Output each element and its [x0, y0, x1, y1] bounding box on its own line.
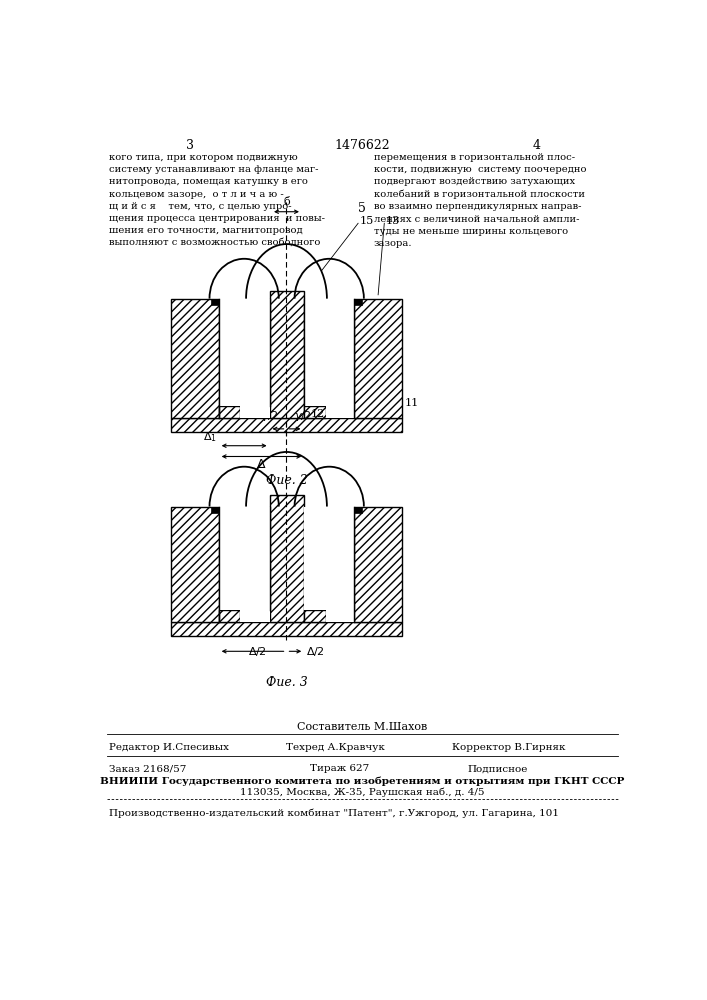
- Text: 13: 13: [386, 216, 400, 226]
- Bar: [354, 299, 362, 305]
- Text: $\Delta/2$: $\Delta/2$: [306, 645, 325, 658]
- Text: $\Delta/2$: $\Delta/2$: [247, 645, 267, 658]
- Text: 4: 4: [533, 139, 541, 152]
- Bar: [218, 299, 269, 406]
- Text: кого типа, при котором подвижную
систему устанавливают на фланце маг-
нитопровод: кого типа, при котором подвижную систему…: [110, 153, 325, 247]
- Text: Тираж 627: Тираж 627: [310, 764, 369, 773]
- Bar: [211, 299, 218, 305]
- Text: Фие. 3: Фие. 3: [266, 676, 308, 689]
- Text: $\gamma/2$: $\gamma/2$: [262, 409, 279, 423]
- Bar: [269, 291, 304, 418]
- Text: Фие. 2: Фие. 2: [266, 474, 308, 487]
- Text: перемещения в горизонтальной плос-
кости, подвижную  систему поочередно
подверга: перемещения в горизонтальной плос- кости…: [373, 153, 586, 248]
- Bar: [304, 299, 354, 406]
- Text: $\Delta$: $\Delta$: [256, 458, 267, 471]
- Bar: [171, 507, 218, 622]
- Bar: [211, 507, 218, 513]
- Bar: [171, 622, 402, 636]
- Text: 3: 3: [186, 139, 194, 152]
- Bar: [304, 406, 326, 418]
- Text: $\gamma/2$: $\gamma/2$: [293, 409, 312, 423]
- Bar: [240, 610, 269, 622]
- Text: Техред А.Кравчук: Техред А.Кравчук: [286, 743, 385, 752]
- Text: 113035, Москва, Ж-35, Раушская наб., д. 4/5: 113035, Москва, Ж-35, Раушская наб., д. …: [240, 788, 484, 797]
- Text: 1476622: 1476622: [334, 139, 390, 152]
- Text: Редактор И.Спесивых: Редактор И.Спесивых: [110, 743, 229, 752]
- Bar: [326, 610, 354, 622]
- Bar: [171, 418, 402, 432]
- Bar: [240, 406, 269, 418]
- Text: б: б: [283, 197, 290, 207]
- Bar: [326, 406, 354, 418]
- Bar: [304, 610, 326, 622]
- Text: $\Delta_1$: $\Delta_1$: [203, 430, 217, 444]
- Text: 5: 5: [358, 202, 366, 215]
- Text: Подписное: Подписное: [467, 764, 528, 773]
- Text: 15: 15: [360, 216, 374, 226]
- Text: 11: 11: [405, 398, 419, 408]
- Text: ВНИИПИ Государственного комитета по изобретениям и открытиям при ГКНТ СССР: ВНИИПИ Государственного комитета по изоб…: [100, 776, 624, 786]
- Bar: [269, 495, 304, 622]
- Text: Корректор В.Гирняк: Корректор В.Гирняк: [452, 743, 566, 752]
- Bar: [218, 507, 269, 610]
- Bar: [218, 610, 240, 622]
- Text: Составитель М.Шахов: Составитель М.Шахов: [297, 722, 427, 732]
- Text: Заказ 2168/57: Заказ 2168/57: [110, 764, 187, 773]
- Text: Производственно-издательский комбинат "Патент", г.Ужгород, ул. Гагарина, 101: Производственно-издательский комбинат "П…: [110, 808, 559, 818]
- Bar: [354, 299, 402, 418]
- Bar: [354, 507, 362, 513]
- Text: 12: 12: [310, 409, 325, 419]
- Bar: [218, 406, 240, 418]
- Bar: [171, 299, 218, 418]
- Bar: [304, 507, 354, 610]
- Bar: [354, 507, 402, 622]
